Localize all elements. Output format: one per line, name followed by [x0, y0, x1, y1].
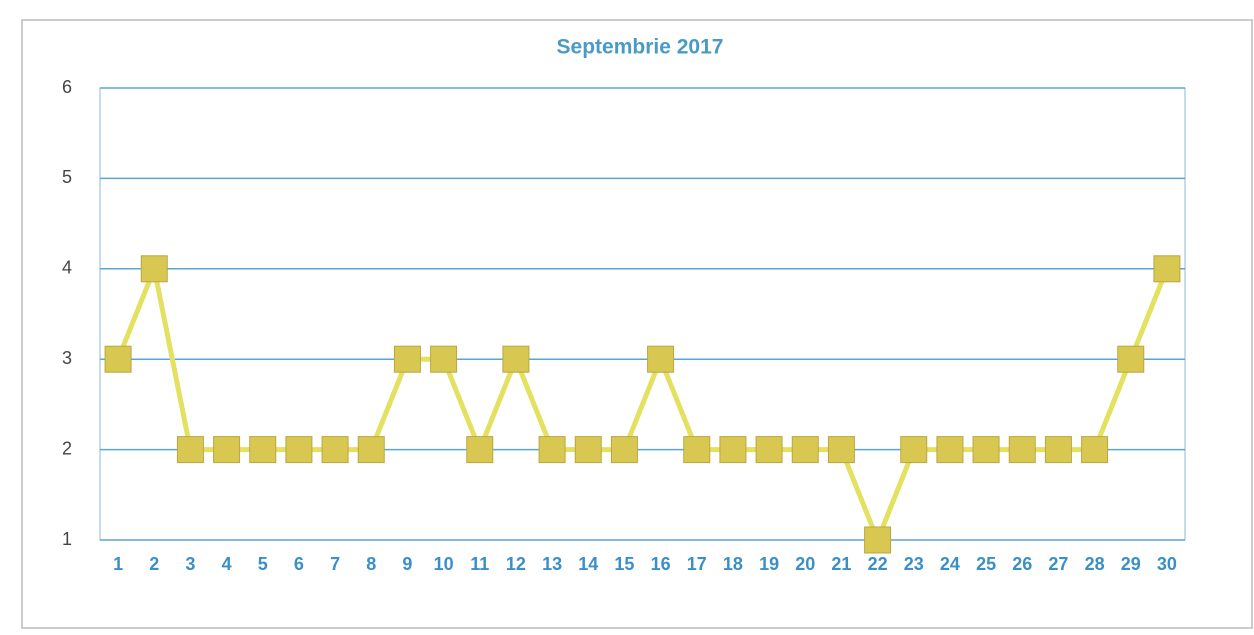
- data-marker: [574, 436, 602, 464]
- y-tick-label: 5: [62, 167, 72, 187]
- x-tick-label: 10: [434, 554, 454, 574]
- data-marker: [827, 436, 855, 464]
- x-tick-label: 20: [795, 554, 815, 574]
- x-tick-label: 8: [366, 554, 376, 574]
- x-tick-label: 21: [831, 554, 851, 574]
- data-marker: [610, 436, 638, 464]
- y-tick-label: 2: [62, 438, 72, 458]
- x-tick-label: 29: [1121, 554, 1141, 574]
- data-marker: [791, 436, 819, 464]
- x-tick-label: 13: [542, 554, 562, 574]
- x-tick-label: 30: [1157, 554, 1177, 574]
- x-tick-label: 3: [185, 554, 195, 574]
- x-tick-label: 6: [294, 554, 304, 574]
- data-marker: [1117, 345, 1145, 373]
- data-marker: [393, 345, 421, 373]
- x-tick-label: 15: [614, 554, 634, 574]
- chart-frame: [21, 19, 1253, 629]
- y-tick-label: 3: [62, 348, 72, 368]
- data-marker: [1153, 255, 1181, 283]
- data-marker: [1008, 436, 1036, 464]
- data-marker: [357, 436, 385, 464]
- data-marker: [502, 345, 530, 373]
- x-tick-label: 26: [1012, 554, 1032, 574]
- data-marker: [466, 436, 494, 464]
- x-tick-label: 25: [976, 554, 996, 574]
- x-tick-label: 28: [1085, 554, 1105, 574]
- x-tick-label: 23: [904, 554, 924, 574]
- y-tick-label: 1: [62, 529, 72, 549]
- data-marker: [1044, 436, 1072, 464]
- x-tick-label: 11: [470, 554, 489, 574]
- x-tick-label: 19: [759, 554, 779, 574]
- data-marker: [864, 526, 892, 554]
- x-tick-label: 9: [402, 554, 412, 574]
- data-marker: [719, 436, 747, 464]
- x-tick-label: 16: [651, 554, 671, 574]
- data-marker: [538, 436, 566, 464]
- data-marker: [321, 436, 349, 464]
- x-tick-label: 2: [149, 554, 159, 574]
- data-marker: [755, 436, 783, 464]
- data-marker: [972, 436, 1000, 464]
- x-tick-label: 24: [940, 554, 960, 574]
- chart-title: Septembrie 2017: [557, 36, 724, 59]
- data-marker: [176, 436, 204, 464]
- x-tick-label: 12: [506, 554, 526, 574]
- x-tick-label: 17: [687, 554, 707, 574]
- x-tick-label: 5: [258, 554, 268, 574]
- x-tick-label: 27: [1048, 554, 1068, 574]
- data-marker: [900, 436, 928, 464]
- data-marker: [1081, 436, 1109, 464]
- x-tick-label: 7: [330, 554, 340, 574]
- data-marker: [936, 436, 964, 464]
- x-tick-label: 18: [723, 554, 743, 574]
- data-marker: [430, 345, 458, 373]
- data-marker: [647, 345, 675, 373]
- x-tick-label: 1: [113, 554, 123, 574]
- data-marker: [213, 436, 241, 464]
- data-marker: [104, 345, 132, 373]
- data-marker: [249, 436, 277, 464]
- y-tick-label: 6: [62, 77, 72, 97]
- data-marker: [683, 436, 711, 464]
- y-tick-label: 4: [62, 258, 72, 278]
- x-tick-label: 14: [578, 554, 598, 574]
- x-tick-label: 22: [868, 554, 888, 574]
- data-marker: [285, 436, 313, 464]
- data-marker: [140, 255, 168, 283]
- x-tick-label: 4: [222, 554, 232, 574]
